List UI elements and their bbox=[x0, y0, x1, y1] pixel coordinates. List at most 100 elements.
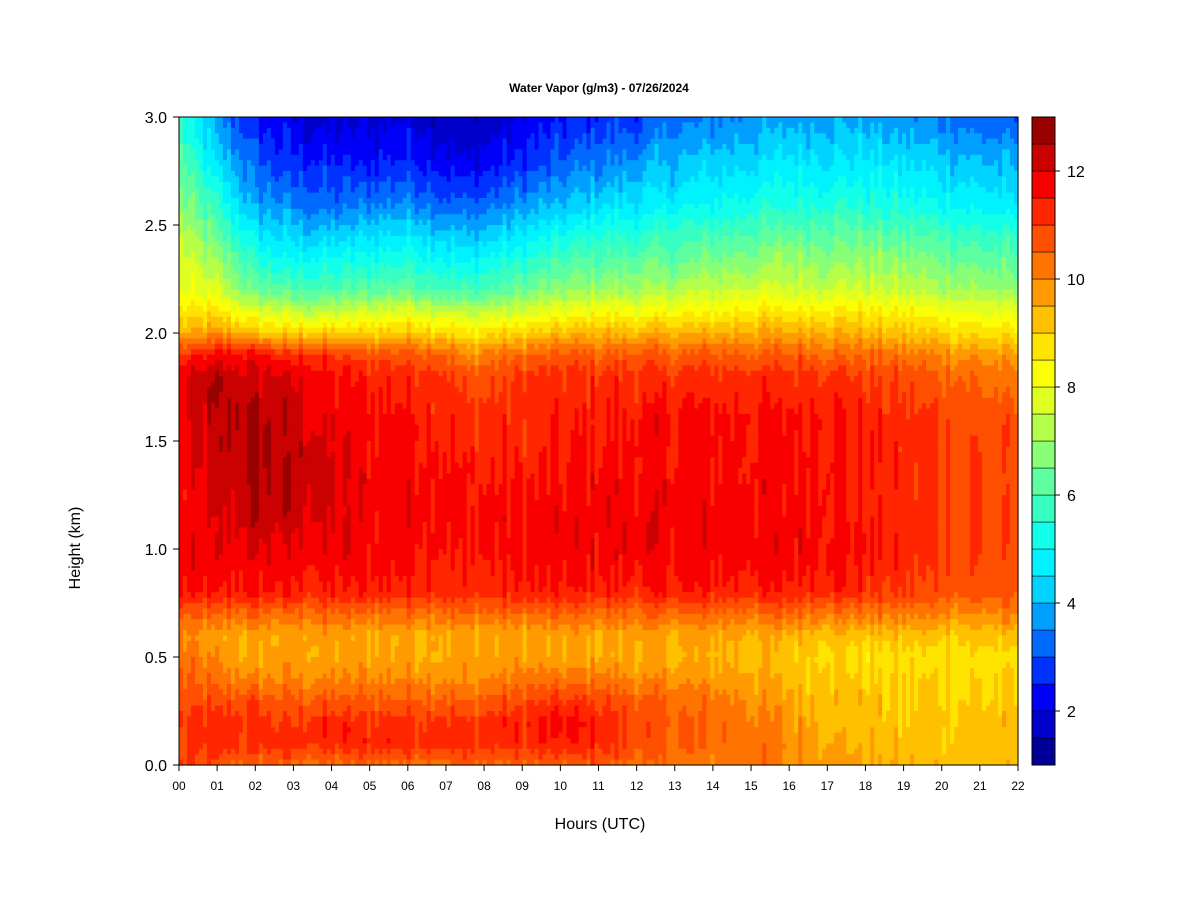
heat-cell bbox=[303, 198, 308, 204]
heat-cell bbox=[227, 284, 232, 290]
heat-cell bbox=[191, 257, 196, 263]
heat-cell bbox=[227, 619, 232, 625]
heat-cell bbox=[291, 193, 296, 199]
heat-cell bbox=[251, 527, 256, 533]
heat-cell bbox=[183, 252, 188, 258]
heat-cell bbox=[331, 230, 336, 236]
heat-cell bbox=[327, 333, 332, 339]
heat-cell bbox=[207, 230, 212, 236]
heat-cell bbox=[275, 133, 280, 139]
heat-cell bbox=[235, 241, 240, 247]
heat-cell bbox=[263, 662, 268, 668]
heat-cell bbox=[339, 392, 344, 398]
heat-cell bbox=[275, 711, 280, 717]
heat-cell bbox=[235, 527, 240, 533]
heat-cell bbox=[219, 279, 224, 285]
heat-cell bbox=[323, 133, 328, 139]
heat-cell bbox=[271, 727, 276, 733]
heat-cell bbox=[267, 355, 272, 361]
heat-cell bbox=[259, 344, 264, 350]
heat-cell bbox=[259, 668, 264, 674]
heat-cell bbox=[227, 630, 232, 636]
heat-cell bbox=[307, 209, 312, 215]
heat-cell bbox=[207, 538, 212, 544]
heat-cell bbox=[259, 500, 264, 506]
heat-cell bbox=[191, 236, 196, 242]
heat-cell bbox=[247, 716, 252, 722]
heat-cell bbox=[343, 241, 348, 247]
heat-cell bbox=[207, 603, 212, 609]
heat-cell bbox=[259, 360, 264, 366]
heat-cell bbox=[251, 209, 256, 215]
heat-cell bbox=[327, 565, 332, 571]
heat-cell bbox=[243, 538, 248, 544]
heat-cell bbox=[243, 403, 248, 409]
heat-cell bbox=[275, 241, 280, 247]
heat-cell bbox=[271, 160, 276, 166]
heat-cell bbox=[299, 133, 304, 139]
heat-cell bbox=[195, 608, 200, 614]
heat-cell bbox=[179, 452, 184, 458]
heat-cell bbox=[319, 214, 324, 220]
heat-cell bbox=[227, 727, 232, 733]
heat-cell bbox=[339, 171, 344, 177]
heat-cell bbox=[215, 122, 220, 128]
heat-cell bbox=[299, 625, 304, 631]
heat-cell bbox=[267, 673, 272, 679]
heat-cell bbox=[331, 517, 336, 523]
heat-cell bbox=[215, 403, 220, 409]
heat-cell bbox=[335, 139, 340, 145]
heat-cell bbox=[319, 225, 324, 231]
heat-cell bbox=[191, 403, 196, 409]
heat-cell bbox=[191, 166, 196, 172]
heat-cell bbox=[267, 711, 272, 717]
heat-cell bbox=[231, 409, 236, 415]
heat-cell bbox=[275, 560, 280, 566]
heat-cell bbox=[343, 155, 348, 161]
heat-cell bbox=[311, 425, 316, 431]
heat-cell bbox=[219, 187, 224, 193]
heat-cell bbox=[211, 139, 216, 145]
heat-cell bbox=[231, 203, 236, 209]
heat-cell bbox=[219, 652, 224, 658]
heat-cell bbox=[263, 160, 268, 166]
heat-cell bbox=[239, 338, 244, 344]
heat-cell bbox=[223, 198, 228, 204]
heat-cell bbox=[211, 403, 216, 409]
heat-cell bbox=[251, 673, 256, 679]
heat-cell bbox=[259, 484, 264, 490]
heat-cell bbox=[291, 662, 296, 668]
heat-cell bbox=[263, 749, 268, 755]
heat-cell bbox=[335, 511, 340, 517]
heat-cell bbox=[255, 711, 260, 717]
heat-cell bbox=[199, 446, 204, 452]
heat-cell bbox=[299, 360, 304, 366]
heat-cell bbox=[235, 587, 240, 593]
heat-cell bbox=[339, 457, 344, 463]
heat-cell bbox=[335, 457, 340, 463]
heat-cell bbox=[315, 635, 320, 641]
heat-cell bbox=[279, 614, 284, 620]
heat-cell bbox=[215, 679, 220, 685]
heat-cell bbox=[247, 349, 252, 355]
heat-cell bbox=[263, 473, 268, 479]
heat-cell bbox=[239, 317, 244, 323]
heat-cell bbox=[247, 344, 252, 350]
heat-cell bbox=[231, 274, 236, 280]
heat-cell bbox=[323, 506, 328, 512]
heat-cell bbox=[263, 522, 268, 528]
heat-cell bbox=[327, 441, 332, 447]
heat-cell bbox=[219, 430, 224, 436]
heat-cell bbox=[235, 284, 240, 290]
heat-cell bbox=[239, 479, 244, 485]
heat-cell bbox=[267, 403, 272, 409]
heat-cell bbox=[279, 689, 284, 695]
heat-cell bbox=[179, 284, 184, 290]
heat-cell bbox=[339, 139, 344, 145]
heat-cell bbox=[199, 630, 204, 636]
heat-cell bbox=[179, 619, 184, 625]
heat-cell bbox=[235, 295, 240, 301]
heat-cell bbox=[259, 544, 264, 550]
heat-cell bbox=[243, 322, 248, 328]
heat-cell bbox=[315, 187, 320, 193]
